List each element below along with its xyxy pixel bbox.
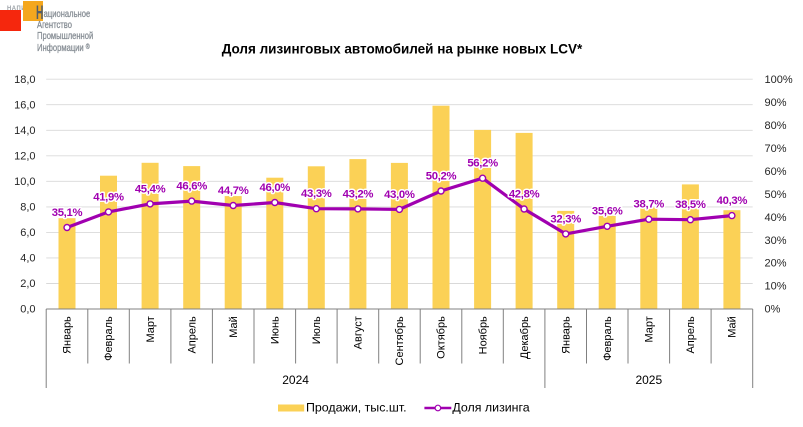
svg-text:Январь: Январь [62,316,74,354]
svg-text:18,0: 18,0 [14,74,35,86]
svg-text:2,0: 2,0 [20,278,35,290]
svg-text:45,4%: 45,4% [135,183,166,195]
svg-text:80%: 80% [765,120,787,132]
svg-text:43,3%: 43,3% [301,188,332,200]
svg-text:8,0: 8,0 [20,202,35,214]
svg-text:Продажи, тыс.шт.: Продажи, тыс.шт. [306,401,407,415]
svg-text:Май: Май [228,316,240,338]
svg-text:46,0%: 46,0% [260,182,291,194]
svg-text:Доля лизинговых автомобилей на: Доля лизинговых автомобилей на рынке нов… [222,42,583,57]
svg-text:Ноябрь: Ноябрь [477,316,489,354]
svg-text:40,3%: 40,3% [717,195,748,207]
svg-text:Апрель: Апрель [685,316,697,354]
svg-text:60%: 60% [765,166,787,178]
svg-text:Июль: Июль [311,316,323,344]
svg-text:10%: 10% [765,281,787,293]
svg-text:Январь: Январь [560,316,572,354]
svg-text:16,0: 16,0 [14,99,35,111]
svg-text:32,3%: 32,3% [550,213,581,225]
svg-text:100%: 100% [765,74,793,86]
svg-text:Май: Май [727,316,739,338]
svg-text:Октябрь: Октябрь [436,316,448,359]
svg-text:35,6%: 35,6% [592,206,623,218]
svg-text:70%: 70% [765,143,787,155]
svg-text:10,0: 10,0 [14,176,35,188]
svg-text:2025: 2025 [635,373,662,387]
svg-text:12,0: 12,0 [14,151,35,163]
svg-text:Июнь: Июнь [269,316,281,344]
svg-text:42,8%: 42,8% [509,188,540,200]
svg-text:35,1%: 35,1% [52,207,83,219]
svg-text:20%: 20% [765,258,787,270]
svg-text:Август: Август [353,316,365,349]
svg-text:Февраль: Февраль [602,316,614,361]
svg-text:6,0: 6,0 [20,227,35,239]
svg-text:38,7%: 38,7% [634,199,665,211]
svg-text:38,5%: 38,5% [675,199,706,211]
svg-text:Апрель: Апрель [186,316,198,354]
svg-text:Февраль: Февраль [103,316,115,361]
svg-text:90%: 90% [765,97,787,109]
svg-text:2024: 2024 [282,373,309,387]
svg-text:0%: 0% [765,304,781,316]
svg-text:50,2%: 50,2% [426,170,457,182]
svg-text:0,0: 0,0 [20,304,35,316]
svg-text:14,0: 14,0 [14,125,35,137]
svg-text:Март: Март [644,316,656,342]
svg-text:4,0: 4,0 [20,253,35,265]
svg-text:Март: Март [145,316,157,342]
svg-text:30%: 30% [765,235,787,247]
svg-text:44,7%: 44,7% [218,185,249,197]
svg-text:43,0%: 43,0% [384,189,415,201]
svg-text:56,2%: 56,2% [467,158,498,170]
svg-text:Доля лизинга: Доля лизинга [452,401,529,415]
svg-text:Декабрь: Декабрь [519,316,531,359]
svg-text:Сентябрь: Сентябрь [394,316,406,366]
svg-text:50%: 50% [765,189,787,201]
svg-text:46,6%: 46,6% [176,181,207,193]
svg-text:40%: 40% [765,212,787,224]
svg-text:41,9%: 41,9% [93,191,124,203]
svg-text:43,2%: 43,2% [343,188,374,200]
